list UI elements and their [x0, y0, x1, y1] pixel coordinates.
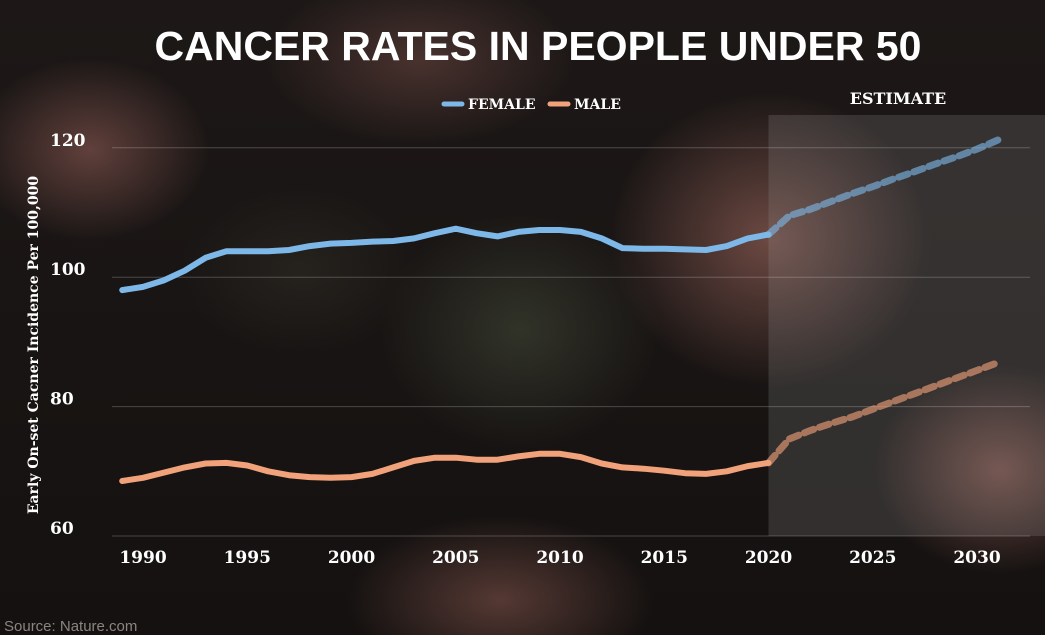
y-axis-ticks: 60 80 100 120	[50, 131, 86, 539]
y-axis-label: Early On-set Cacner Incidence Per 100,00…	[26, 176, 42, 514]
series-line-female-estimate	[765, 136, 1002, 238]
legend-label-female: FEMALE	[468, 97, 535, 113]
gridlines	[112, 147, 1030, 537]
chart-title: CANCER RATES IN PEOPLE UNDER 50	[155, 23, 922, 69]
estimate-region	[768, 115, 1045, 536]
x-tick-label: 2005	[432, 548, 479, 568]
series-line-female-actual	[119, 225, 772, 294]
source-credit: Source: Nature.com	[4, 618, 137, 635]
x-tick-label: 2030	[953, 548, 1000, 568]
y-tick-label: 80	[50, 390, 74, 410]
x-tick-label: 2010	[536, 548, 583, 568]
y-tick-label: 60	[50, 519, 74, 539]
x-axis-ticks: 1990 1995 2000 2005 2010 2015 2020 2025 2030	[119, 548, 1000, 568]
series-line-male-actual	[119, 450, 772, 484]
x-tick-label: 1990	[119, 548, 166, 568]
series-lines	[119, 136, 1002, 484]
legend: FEMALE MALE	[441, 97, 621, 113]
x-tick-label: 2000	[328, 548, 375, 568]
x-tick-label: 2015	[641, 548, 688, 568]
x-tick-label: 1995	[224, 548, 271, 568]
legend-label-male: MALE	[574, 97, 621, 113]
x-tick-label: 2020	[745, 548, 792, 568]
y-tick-label: 120	[50, 131, 86, 151]
series-line-male-estimate	[765, 359, 1002, 467]
y-tick-label: 100	[50, 260, 86, 280]
x-tick-label: 2025	[849, 548, 896, 568]
estimate-label: ESTIMATE	[850, 89, 947, 108]
